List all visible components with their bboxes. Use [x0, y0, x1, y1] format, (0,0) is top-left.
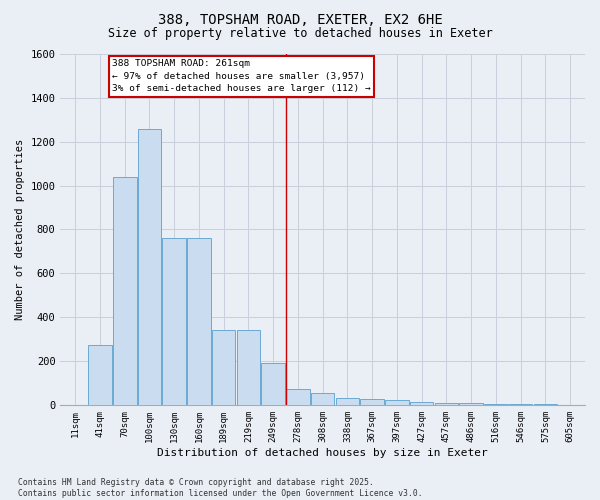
Bar: [237, 330, 260, 405]
Bar: [509, 404, 532, 405]
Bar: [187, 238, 211, 405]
Bar: [286, 390, 310, 405]
Bar: [113, 177, 137, 405]
Bar: [88, 344, 112, 405]
Bar: [361, 400, 384, 405]
Bar: [138, 128, 161, 405]
Text: Size of property relative to detached houses in Exeter: Size of property relative to detached ho…: [107, 28, 493, 40]
Text: Contains HM Land Registry data © Crown copyright and database right 2025.
Contai: Contains HM Land Registry data © Crown c…: [18, 478, 422, 498]
Bar: [163, 238, 186, 405]
Bar: [385, 400, 409, 405]
Bar: [410, 402, 433, 405]
Bar: [335, 398, 359, 405]
Bar: [460, 403, 483, 405]
Bar: [262, 363, 285, 405]
X-axis label: Distribution of detached houses by size in Exeter: Distribution of detached houses by size …: [157, 448, 488, 458]
Text: 388 TOPSHAM ROAD: 261sqm
← 97% of detached houses are smaller (3,957)
3% of semi: 388 TOPSHAM ROAD: 261sqm ← 97% of detach…: [112, 60, 371, 94]
Bar: [311, 393, 334, 405]
Y-axis label: Number of detached properties: Number of detached properties: [15, 139, 25, 320]
Bar: [484, 404, 508, 405]
Text: 388, TOPSHAM ROAD, EXETER, EX2 6HE: 388, TOPSHAM ROAD, EXETER, EX2 6HE: [158, 12, 442, 26]
Bar: [434, 402, 458, 405]
Bar: [212, 330, 235, 405]
